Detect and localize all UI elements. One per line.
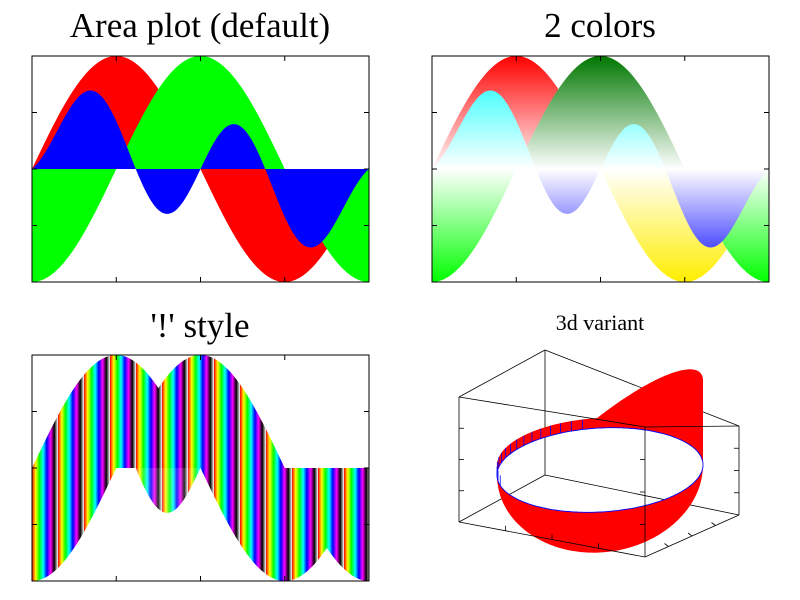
series-blue xyxy=(432,90,769,248)
series-blue xyxy=(32,389,369,547)
box-edge xyxy=(458,349,546,398)
panel-title: Area plot (default) xyxy=(70,6,330,45)
panel-title: 2 colors xyxy=(544,6,656,45)
panel-area-default: Area plot (default) xyxy=(31,6,370,283)
ribbon-back xyxy=(497,369,703,476)
axis-tick xyxy=(711,522,716,526)
ribbon-front xyxy=(497,464,703,553)
mesh-outline xyxy=(496,427,704,513)
panel-3d-variant: 3d variant xyxy=(458,310,740,558)
box-edge xyxy=(644,425,740,428)
panel-title: '!' style xyxy=(150,306,249,345)
series-blue xyxy=(32,90,369,248)
axis-tick xyxy=(664,543,669,547)
plot-area xyxy=(31,354,370,582)
box-edge xyxy=(544,474,740,516)
panel-bang-style: '!' style xyxy=(31,306,370,582)
panel-two-colors: 2 colors xyxy=(431,6,770,283)
plot-3d xyxy=(458,349,740,558)
panel-title: 3d variant xyxy=(556,310,645,335)
box-edge xyxy=(458,396,646,428)
plot-area xyxy=(31,55,370,283)
axis-tick xyxy=(687,532,693,537)
plot-area xyxy=(431,55,770,283)
